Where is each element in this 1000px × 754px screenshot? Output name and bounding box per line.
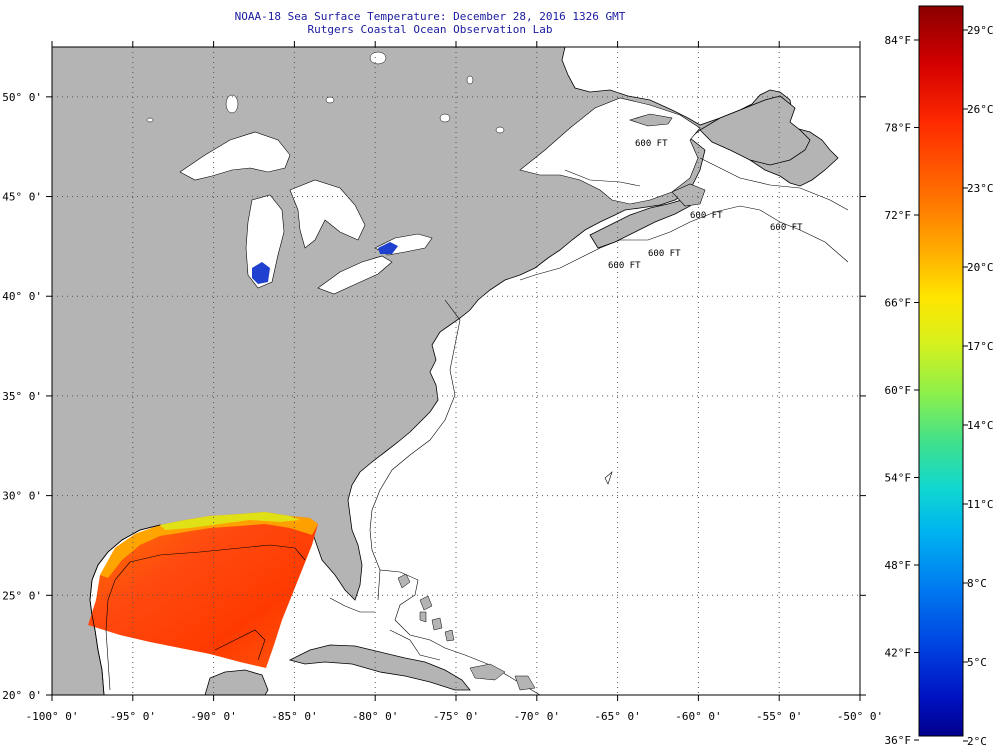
lon-label: -100° 0' <box>26 710 79 723</box>
contour-label: 600 FT <box>770 223 803 233</box>
lon-label: -75° 0' <box>433 710 479 723</box>
land-yucatan <box>204 669 269 695</box>
map-ticks <box>46 41 866 701</box>
lon-label: -85° 0' <box>271 710 317 723</box>
longitude-labels: -100° 0' -95° 0' -90° 0' -85° 0' -80° 0' -75°… <box>26 710 884 723</box>
lon-label: -95° 0' <box>110 710 156 723</box>
contour-label: 600 FT <box>690 211 723 221</box>
colorbar-f-label: 36°F <box>885 734 912 747</box>
lon-label: -60° 0' <box>675 710 721 723</box>
lat-label: 35° 0' <box>2 390 42 403</box>
lon-label: -70° 0' <box>514 710 560 723</box>
lat-label: 20° 0' <box>2 689 42 702</box>
lake-huron <box>289 179 366 249</box>
colorbar-c-label: 14°C <box>967 419 994 432</box>
lon-label: -50° 0' <box>837 710 883 723</box>
colorbar-c-label: 2°C <box>967 735 987 748</box>
colorbar-c-label: 8°C <box>967 577 987 590</box>
lat-label: 30° 0' <box>2 490 42 503</box>
colorbar-f-label: 54°F <box>885 472 912 485</box>
colorbar-f-label: 66°F <box>885 297 912 310</box>
sst-swath <box>88 512 318 668</box>
sst-swath-nearshore <box>160 512 300 530</box>
colorbar-ticks <box>914 29 968 742</box>
colorbar-c-label: 11°C <box>967 498 994 511</box>
chart-title: NOAA-18 Sea Surface Temperature: Decembe… <box>234 10 626 23</box>
graticule <box>52 47 860 695</box>
land-anticosti <box>629 113 673 127</box>
lake-superior <box>179 131 291 181</box>
colorbar-fahrenheit-labels: 84°F 78°F 72°F 66°F 60°F 54°F 48°F 42°F 36°F <box>885 34 912 747</box>
contour-label: 600 FT <box>648 249 681 259</box>
lon-label: -55° 0' <box>756 710 802 723</box>
lat-label: 40° 0' <box>2 290 42 303</box>
lat-label: 25° 0' <box>2 589 42 602</box>
lake-erie <box>317 255 393 295</box>
colorbar-f-label: 84°F <box>885 34 912 47</box>
land-cuba <box>288 644 471 691</box>
lon-label: -65° 0' <box>594 710 640 723</box>
lat-label: 50° 0' <box>2 91 42 104</box>
colorbar <box>918 5 964 737</box>
colorbar-f-label: 60°F <box>885 384 912 397</box>
small-lakes <box>146 51 505 134</box>
lake-ontario-sst <box>378 242 398 254</box>
lake-michigan-sst <box>252 262 270 284</box>
contour-labels: 600 FT 600 FT 600 FT 600 FT 600 FT <box>608 139 803 271</box>
bahamas-islands <box>397 573 536 691</box>
lake-michigan <box>245 194 285 289</box>
lat-label: 45° 0' <box>2 191 42 204</box>
colorbar-f-label: 72°F <box>885 209 912 222</box>
latitude-labels: 20° 0' 25° 0' 30° 0' 35° 0' 40° 0' 45° 0' 50° … <box>2 91 42 702</box>
contour-label: 600 FT <box>635 139 668 149</box>
colorbar-f-label: 78°F <box>885 122 912 135</box>
colorbar-f-label: 48°F <box>885 559 912 572</box>
lon-label: -80° 0' <box>352 710 398 723</box>
sst-swath-coastal-cool <box>100 512 318 578</box>
lon-label: -90° 0' <box>190 710 236 723</box>
colorbar-c-label: 23°C <box>967 182 994 195</box>
colorbar-c-label: 26°C <box>967 103 994 116</box>
florida-keys <box>329 597 375 613</box>
colorbar-celsius-labels: 29°C 26°C 23°C 20°C 17°C 14°C 11°C 8°C 5°C 2°C <box>967 24 994 748</box>
colorbar-f-label: 42°F <box>885 647 912 660</box>
contour-label: 600 FT <box>608 261 641 271</box>
chart-subtitle: Rutgers Coastal Ocean Observation Lab <box>307 23 553 36</box>
land-newfoundland <box>699 95 811 166</box>
colorbar-c-label: 17°C <box>967 340 994 353</box>
gulf-coastline <box>89 524 161 695</box>
colorbar-c-label: 29°C <box>967 24 994 37</box>
colorbar-c-label: 5°C <box>967 656 987 669</box>
colorbar-c-label: 20°C <box>967 261 994 274</box>
